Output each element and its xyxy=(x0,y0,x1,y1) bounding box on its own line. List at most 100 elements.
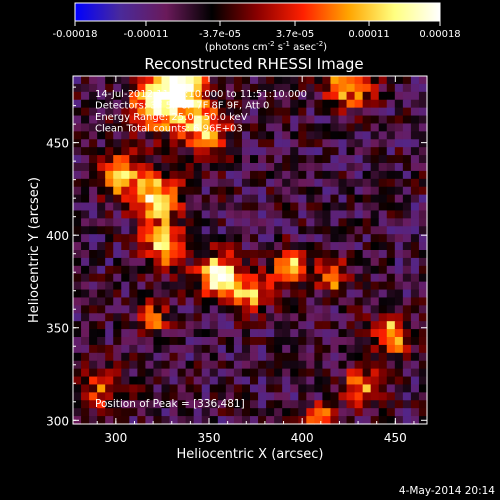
heatmap-cell xyxy=(169,123,179,132)
heatmap-cell xyxy=(362,400,372,409)
heatmap-cell xyxy=(129,360,138,370)
heatmap-cell xyxy=(250,329,259,338)
heatmap-cell xyxy=(233,123,243,132)
heatmap-cell xyxy=(370,368,380,378)
heatmap-cell xyxy=(370,360,380,370)
heatmap-cell xyxy=(330,337,340,346)
heatmap-cell xyxy=(145,392,155,401)
heatmap-cell xyxy=(274,352,283,362)
heatmap-cell xyxy=(258,344,267,354)
heatmap-cell xyxy=(241,273,251,283)
heatmap-cell xyxy=(241,305,251,314)
heatmap-cell xyxy=(338,123,348,132)
heatmap-cell xyxy=(153,76,163,85)
heatmap-cell xyxy=(322,83,332,93)
heatmap-cell xyxy=(161,408,171,417)
heatmap-cell xyxy=(169,234,179,243)
heatmap-cell xyxy=(241,234,251,243)
heatmap-cell xyxy=(113,147,122,156)
heatmap-cell xyxy=(89,329,98,338)
heatmap-cell xyxy=(169,83,179,93)
heatmap-cell xyxy=(153,163,163,172)
heatmap-cell xyxy=(185,202,195,212)
heatmap-cell xyxy=(161,368,171,378)
heatmap-cell xyxy=(290,163,299,172)
heatmap-cell xyxy=(97,360,106,370)
heatmap-cell xyxy=(298,408,307,417)
heatmap-cell xyxy=(217,360,227,370)
heatmap-cell xyxy=(233,368,243,378)
heatmap-cell xyxy=(97,408,106,417)
heatmap-cell xyxy=(330,321,340,330)
heatmap-cell xyxy=(290,368,299,378)
heatmap-cell xyxy=(113,99,122,109)
heatmap-cell xyxy=(378,273,388,283)
heatmap-cell xyxy=(402,163,412,172)
heatmap-cell xyxy=(169,76,179,85)
heatmap-cell xyxy=(330,376,340,386)
heatmap-cell xyxy=(225,400,235,409)
heatmap-cell xyxy=(314,352,324,362)
heatmap-cell xyxy=(161,115,171,125)
heatmap-cell xyxy=(81,107,90,117)
heatmap-cell xyxy=(129,281,138,291)
heatmap-cell xyxy=(225,202,235,212)
heatmap-cell xyxy=(378,297,388,306)
heatmap-cell xyxy=(386,297,396,306)
heatmap-cell xyxy=(402,384,412,393)
heatmap-cell xyxy=(410,242,420,251)
heatmap-cell xyxy=(233,91,243,101)
heatmap-cell xyxy=(73,360,82,370)
heatmap-cell xyxy=(274,202,283,212)
heatmap-cell xyxy=(394,376,404,386)
heatmap-cell xyxy=(137,384,147,393)
heatmap-cell xyxy=(410,416,420,425)
heatmap-cell xyxy=(346,329,356,338)
heatmap-cell xyxy=(105,273,114,283)
heatmap-cell xyxy=(258,226,267,235)
heatmap-cell xyxy=(89,155,98,164)
heatmap-cell xyxy=(121,360,130,370)
heatmap-cell xyxy=(258,329,267,338)
heatmap-cell xyxy=(201,250,211,259)
heatmap-cell xyxy=(233,202,243,212)
heatmap-cell xyxy=(250,234,259,243)
heatmap-cell xyxy=(258,186,267,196)
heatmap-cell xyxy=(193,281,203,291)
heatmap-cell xyxy=(105,186,114,196)
heatmap-cell xyxy=(145,115,155,125)
heatmap-cell xyxy=(145,99,155,109)
heatmap-cell xyxy=(217,83,227,93)
heatmap-cell xyxy=(121,376,130,386)
heatmap-cell xyxy=(217,344,227,354)
heatmap-cell xyxy=(370,83,380,93)
heatmap-cell xyxy=(217,242,227,251)
heatmap-cell xyxy=(258,257,267,267)
heatmap-cell xyxy=(145,147,155,156)
heatmap-cell xyxy=(161,218,171,227)
heatmap-cell xyxy=(266,155,275,164)
heatmap-cell xyxy=(306,107,315,117)
heatmap-cell xyxy=(201,416,211,425)
heatmap-cell xyxy=(298,289,307,299)
heatmap-cell xyxy=(298,313,307,322)
heatmap-cell xyxy=(330,91,340,101)
heatmap-cell xyxy=(402,242,412,251)
heatmap-cell xyxy=(113,123,122,132)
heatmap-cell xyxy=(290,400,299,409)
heatmap-cell xyxy=(73,408,82,417)
heatmap-cell xyxy=(97,123,106,132)
heatmap-cell xyxy=(97,202,106,212)
heatmap-cell xyxy=(274,360,283,370)
heatmap-cell xyxy=(322,234,332,243)
heatmap-cell xyxy=(378,99,388,109)
heatmap-cell xyxy=(290,178,299,188)
heatmap-cell xyxy=(258,416,267,425)
heatmap-cell xyxy=(330,368,340,378)
heatmap-cell xyxy=(153,408,163,417)
heatmap-cell xyxy=(129,384,138,393)
heatmap-cell xyxy=(314,281,324,291)
heatmap-cell xyxy=(225,170,235,180)
heatmap-cell xyxy=(282,313,291,322)
heatmap-cell xyxy=(330,186,340,196)
